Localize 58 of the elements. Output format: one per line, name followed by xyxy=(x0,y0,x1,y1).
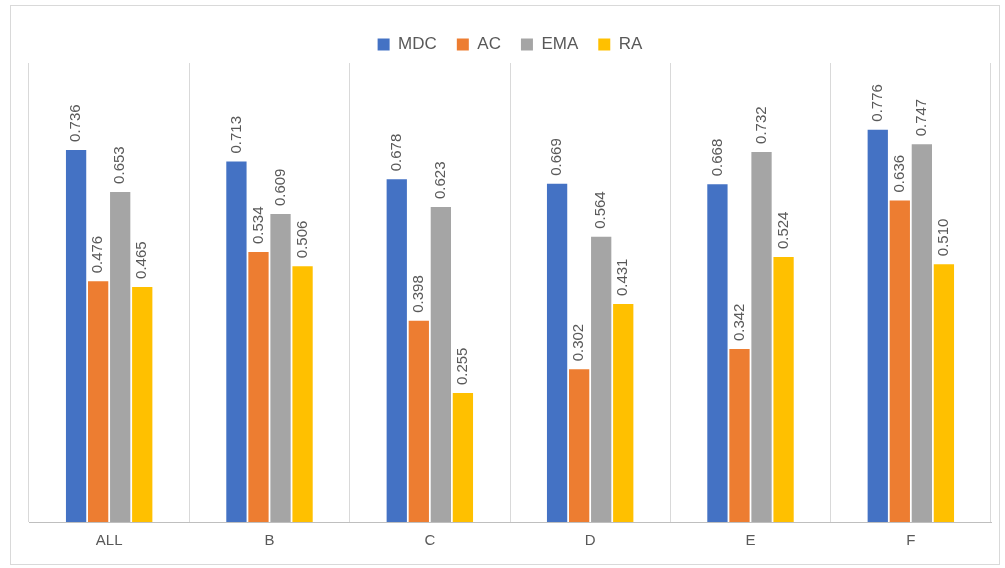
bar xyxy=(889,200,910,522)
data-label: 0.609 xyxy=(270,168,288,207)
data-label: 0.524 xyxy=(773,211,791,250)
bar xyxy=(707,184,728,522)
x-tick-label: E xyxy=(745,531,756,549)
bar xyxy=(386,179,407,522)
bar xyxy=(613,304,634,522)
legend-label: AC xyxy=(477,34,501,54)
data-label: 0.678 xyxy=(386,133,404,172)
data-label: 0.669 xyxy=(547,138,565,176)
data-label: 0.431 xyxy=(613,258,631,297)
data-label: 0.506 xyxy=(292,220,310,259)
bar xyxy=(292,266,313,522)
bar xyxy=(867,129,888,522)
data-label: 0.713 xyxy=(226,116,244,154)
legend-label: RA xyxy=(618,34,644,54)
data-label: 0.564 xyxy=(591,191,609,229)
legend-label: MDC xyxy=(398,34,437,54)
data-label: 0.668 xyxy=(707,138,725,177)
bar xyxy=(452,393,474,522)
bar xyxy=(591,236,612,522)
bar xyxy=(248,252,269,522)
x-tick-label: D xyxy=(584,531,596,549)
bar xyxy=(430,207,451,522)
data-label: 0.623 xyxy=(431,161,448,200)
bar xyxy=(546,183,568,522)
bar xyxy=(911,144,932,522)
data-label: 0.776 xyxy=(867,84,885,122)
x-tick-label: B xyxy=(264,531,275,549)
x-tick-label: ALL xyxy=(95,531,123,549)
data-label: 0.510 xyxy=(934,218,952,257)
legend-label: EMA xyxy=(541,34,579,54)
data-label: 0.736 xyxy=(66,104,84,142)
data-label: 0.653 xyxy=(110,146,128,184)
bar xyxy=(751,151,772,522)
data-label: 0.465 xyxy=(132,241,150,279)
data-label: 0.255 xyxy=(453,347,471,386)
bar xyxy=(270,214,291,522)
x-tick-label: C xyxy=(424,531,436,549)
bar xyxy=(729,349,750,522)
bar xyxy=(569,369,590,522)
data-label: 0.302 xyxy=(569,323,587,362)
bar xyxy=(110,191,131,522)
data-label: 0.747 xyxy=(912,98,929,137)
data-label: 0.342 xyxy=(729,303,747,342)
bar xyxy=(933,264,955,522)
x-tick-label: F xyxy=(906,531,916,549)
data-label: 0.636 xyxy=(889,154,907,193)
data-label: 0.534 xyxy=(248,206,266,245)
data-label: 0.732 xyxy=(751,106,769,144)
bar xyxy=(88,281,109,522)
bar xyxy=(132,286,153,522)
bar xyxy=(408,320,429,522)
bar xyxy=(226,161,247,522)
data-label: 0.476 xyxy=(88,235,106,274)
data-label: 0.398 xyxy=(408,275,426,313)
bar xyxy=(773,257,794,522)
bar xyxy=(65,149,87,522)
